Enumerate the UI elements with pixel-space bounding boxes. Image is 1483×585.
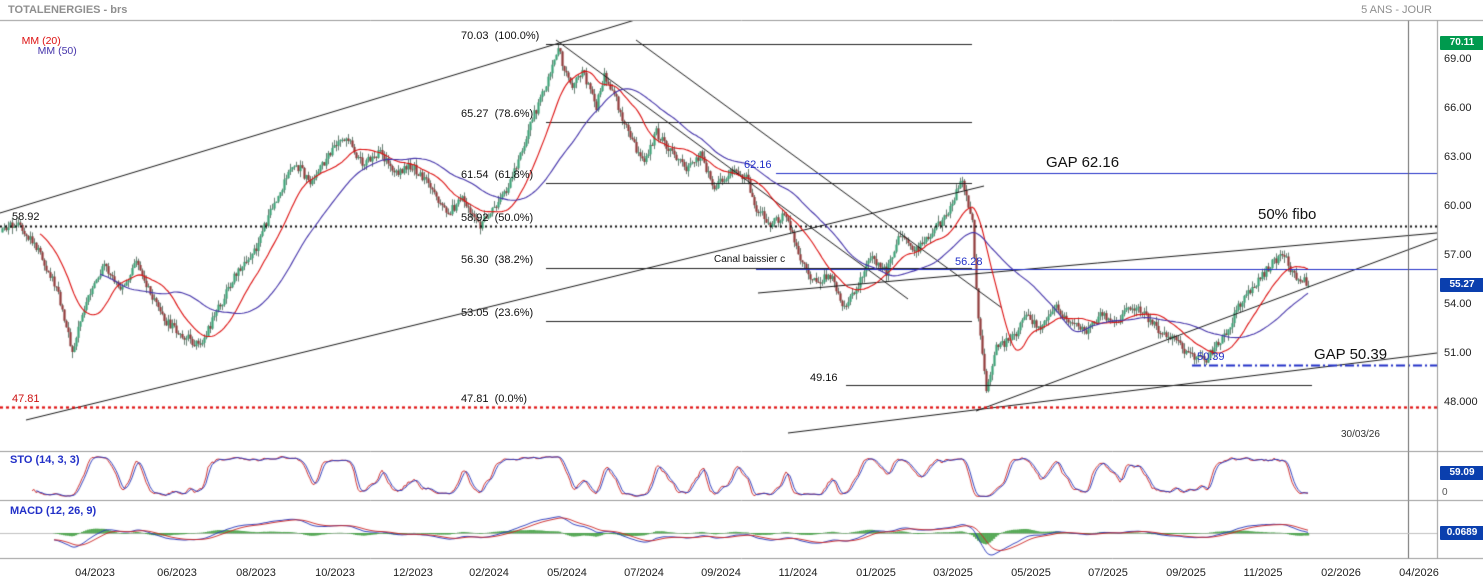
legend: MM (20) MM (50) <box>10 25 77 67</box>
sto-value-badge: 59.09 <box>1440 465 1483 480</box>
sto-indicator-label: STO (14, 3, 3) <box>10 454 80 466</box>
sto-zero-label: 0 <box>1442 487 1448 498</box>
legend-mm20-label: MM (20) <box>21 34 61 47</box>
last-price-badge: 55.27 <box>1440 278 1483 293</box>
legend-mm50-label: MM (50) <box>37 45 77 57</box>
macd-indicator-label: MACD (12, 26, 9) <box>10 505 97 517</box>
high-price-badge: 70.11 <box>1440 35 1483 50</box>
timeframe-label: 5 ANS - JOUR <box>1361 4 1432 16</box>
macd-value-badge: 0.0689 <box>1440 526 1483 540</box>
instrument-title: TOTALENERGIES - brs <box>8 4 128 16</box>
